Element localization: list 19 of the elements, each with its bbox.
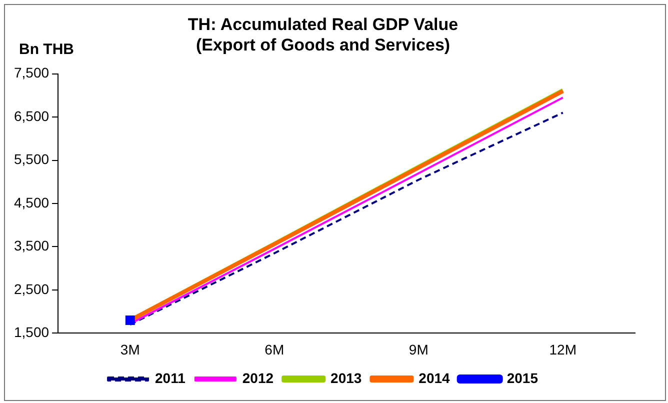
x-tick-label: 9M [408, 341, 428, 358]
y-axis-title: Bn THB [19, 41, 74, 58]
text: TH: Accumulated Real GDP Value [188, 14, 458, 34]
y-tick-label: 3,500 [14, 238, 50, 254]
legend-label: 2014 [418, 370, 450, 386]
x-tick-label: 6M [264, 341, 284, 358]
x-tick-label: 3M [120, 341, 140, 358]
legend-label: 2015 [506, 370, 538, 386]
legend-label: 2012 [242, 370, 274, 386]
legend-label: 2013 [330, 370, 362, 386]
y-tick-label: 1,500 [14, 324, 50, 340]
y-tick-label: 4,500 [14, 194, 50, 210]
legend-label: 2011 [155, 370, 186, 386]
x-tick-label: 12M [549, 341, 576, 358]
y-tick-label: 2,500 [14, 280, 50, 297]
y-tick-label: 6,500 [14, 108, 50, 124]
y-tick-label: 7,500 [14, 64, 50, 81]
y-tick-label: 5,500 [14, 151, 50, 168]
text: (Export of Goods and Services) [196, 35, 450, 54]
